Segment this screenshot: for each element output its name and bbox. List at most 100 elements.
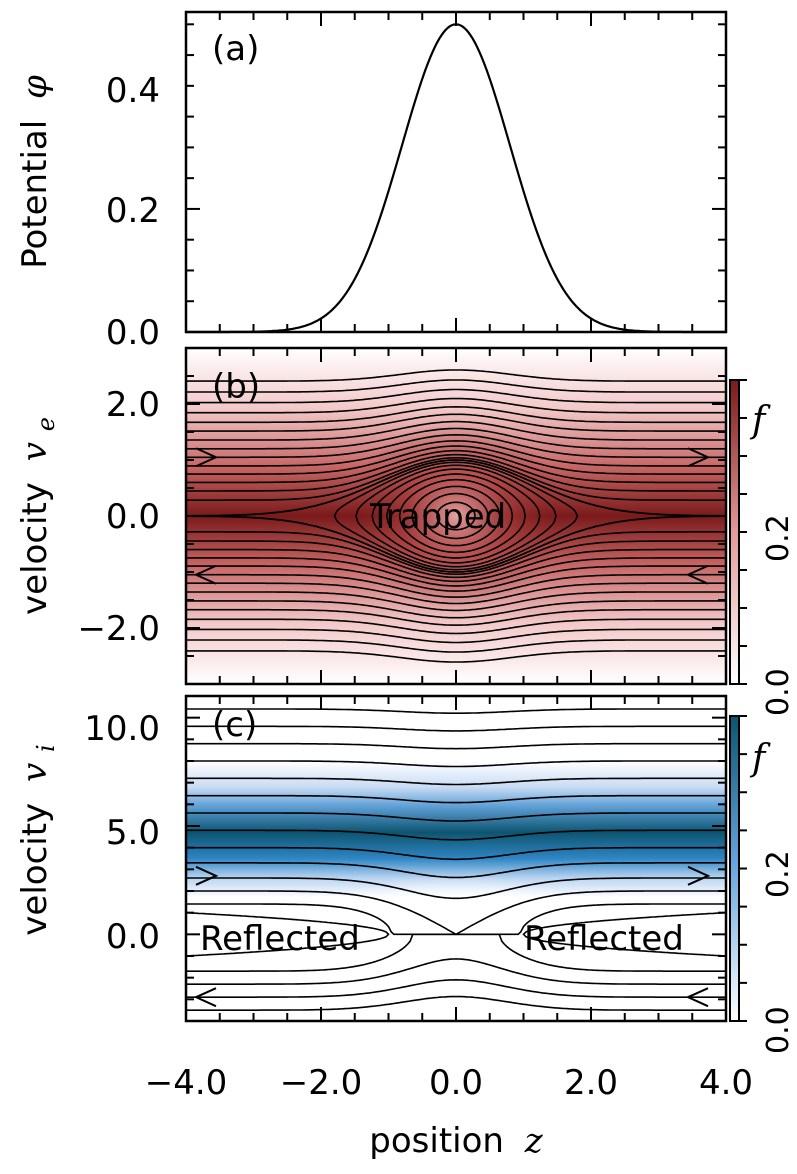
- passing-orbit: [186, 413, 726, 432]
- reflected-orbit: [186, 911, 390, 957]
- panel-a-ylabel-symbol: φ: [15, 75, 55, 99]
- panel-c-colorbar-tick-label: 0.0: [761, 1006, 796, 1054]
- panel-a-label: (a): [212, 29, 259, 69]
- passing-orbit: [186, 618, 726, 635]
- passing-orbit: [186, 708, 726, 714]
- panel-b-colorbar: [729, 379, 740, 685]
- panel-b-ytick-label: 0.0: [106, 497, 160, 537]
- passing-orbit: [186, 608, 726, 627]
- reflected-label-left: Reflected: [200, 919, 360, 959]
- panel-b-ylabel-text: velocity: [15, 482, 55, 615]
- panel-c-ytick-label: 10.0: [84, 709, 160, 749]
- panel-c-colorbar-symbol: f: [749, 738, 771, 779]
- svg-text:Potential φ: Potential φ: [15, 75, 55, 269]
- passing-orbit: [186, 650, 726, 663]
- separatrix: [186, 515, 726, 573]
- panel-b-label: (b): [212, 367, 260, 407]
- panel-b-ytick-label: 2.0: [106, 385, 160, 425]
- passing-orbit: [186, 433, 726, 459]
- passing-orbit: [186, 742, 726, 750]
- potential-curve: [186, 23, 726, 334]
- passing-orbit: [186, 591, 726, 612]
- passing-orbit: [186, 457, 726, 501]
- panel-c-xtick-label: 0.0: [429, 1063, 483, 1103]
- flow-arrow: [195, 865, 219, 886]
- panel-b-ticks: [185, 347, 727, 685]
- passing-orbit: [186, 995, 726, 1011]
- trapped-region: [346, 421, 566, 611]
- passing-orbit: [186, 540, 726, 579]
- passing-orbit: [186, 846, 726, 861]
- passing-orbit: [186, 725, 726, 732]
- passing-orbit: [186, 557, 726, 587]
- trapped-orbit: [333, 461, 579, 571]
- passing-orbit: [186, 548, 726, 583]
- panel-c-label: (c): [212, 705, 257, 745]
- passing-orbit: [186, 600, 726, 619]
- panel-b-colorbar-tick-label: 0.2: [761, 514, 796, 562]
- x-axis-title: position z: [369, 1121, 543, 1161]
- passing-orbit: [186, 877, 726, 900]
- flow-arrow: [195, 447, 219, 468]
- passing-orbit: [186, 862, 726, 879]
- panel-a-ylabel: Potential φ: [15, 75, 55, 269]
- panel-a-frame: [184, 10, 728, 334]
- passing-orbit: [186, 427, 726, 450]
- panel-a-ytick-label: 0.2: [106, 191, 160, 231]
- passing-orbit: [186, 420, 726, 441]
- passing-orbit: [186, 978, 726, 998]
- reflected-label-right: Reflected: [524, 919, 684, 959]
- panel-c-colorbar-ticks: [739, 715, 747, 1022]
- passing-orbit: [186, 405, 726, 424]
- passing-orbit: [186, 379, 726, 393]
- x-axis-title-symbol: z: [524, 1121, 544, 1161]
- panel-c-ylabel: velocity v i: [15, 744, 60, 935]
- panel-b-colorbar-ticks: [739, 379, 747, 685]
- panel-c-ylabel-symbol: v: [15, 763, 55, 782]
- passing-orbit: [186, 445, 726, 475]
- passing-orbit: [186, 565, 726, 592]
- passing-orbit: [186, 628, 726, 644]
- passing-orbit: [186, 453, 726, 492]
- passing-orbit: [186, 777, 726, 786]
- passing-orbit: [186, 582, 726, 605]
- flow-arrow: [685, 564, 709, 585]
- panel-c-xtick-label: 2.0: [564, 1063, 618, 1103]
- panel-b-contours: [186, 369, 726, 663]
- svg-text:velocity v e: velocity v e: [15, 417, 60, 615]
- passing-orbit: [186, 397, 726, 414]
- flow-arrow: [687, 865, 711, 886]
- panel-a-ytick-label: 0.0: [106, 313, 160, 353]
- trapped-orbit: [411, 485, 501, 547]
- panel-c-xtick-label: 4.0: [699, 1063, 753, 1103]
- trapped-orbit: [436, 501, 476, 531]
- reflected-orbit: [522, 911, 726, 957]
- flow-arrow: [687, 447, 711, 468]
- passing-orbit: [186, 531, 726, 575]
- passing-orbit: [186, 933, 726, 972]
- panel-c-colorbar: [729, 715, 740, 1022]
- trapped-label: Trapped: [369, 497, 506, 537]
- panel-a-ylabel-text: Potential: [15, 120, 55, 269]
- panel-c-ytick-label: 0.0: [106, 917, 160, 957]
- panel-c-dip: [336, 875, 576, 935]
- panel-b-colorbar-symbol: f: [749, 400, 771, 441]
- panel-b: (b) Trapped 2.0 0.0 −2.0 velocity v e f …: [15, 346, 796, 716]
- panel-c-contours: [186, 708, 726, 1011]
- panel-c: (c) Reflected Reflected 10.0 5.0 0.0 vel…: [15, 694, 796, 1161]
- passing-orbit: [186, 812, 726, 822]
- passing-orbit: [186, 449, 726, 484]
- flow-arrow: [193, 564, 217, 585]
- passing-orbit: [186, 573, 726, 599]
- passing-orbit: [186, 440, 726, 467]
- x-axis-title-text: position: [369, 1121, 504, 1161]
- trapped-orbit: [398, 478, 514, 554]
- panel-b-colorbar-tick-label: 0.0: [761, 668, 796, 716]
- trapped-orbit: [385, 473, 527, 559]
- panel-a-ticks: [185, 12, 727, 333]
- panel-a: (a) 0.0 0.2 0.4 Potential φ: [15, 10, 728, 353]
- separatrix: [186, 459, 726, 517]
- panel-c-ylabel-text: velocity: [15, 803, 55, 936]
- panel-a-ytick-label: 0.4: [106, 71, 160, 111]
